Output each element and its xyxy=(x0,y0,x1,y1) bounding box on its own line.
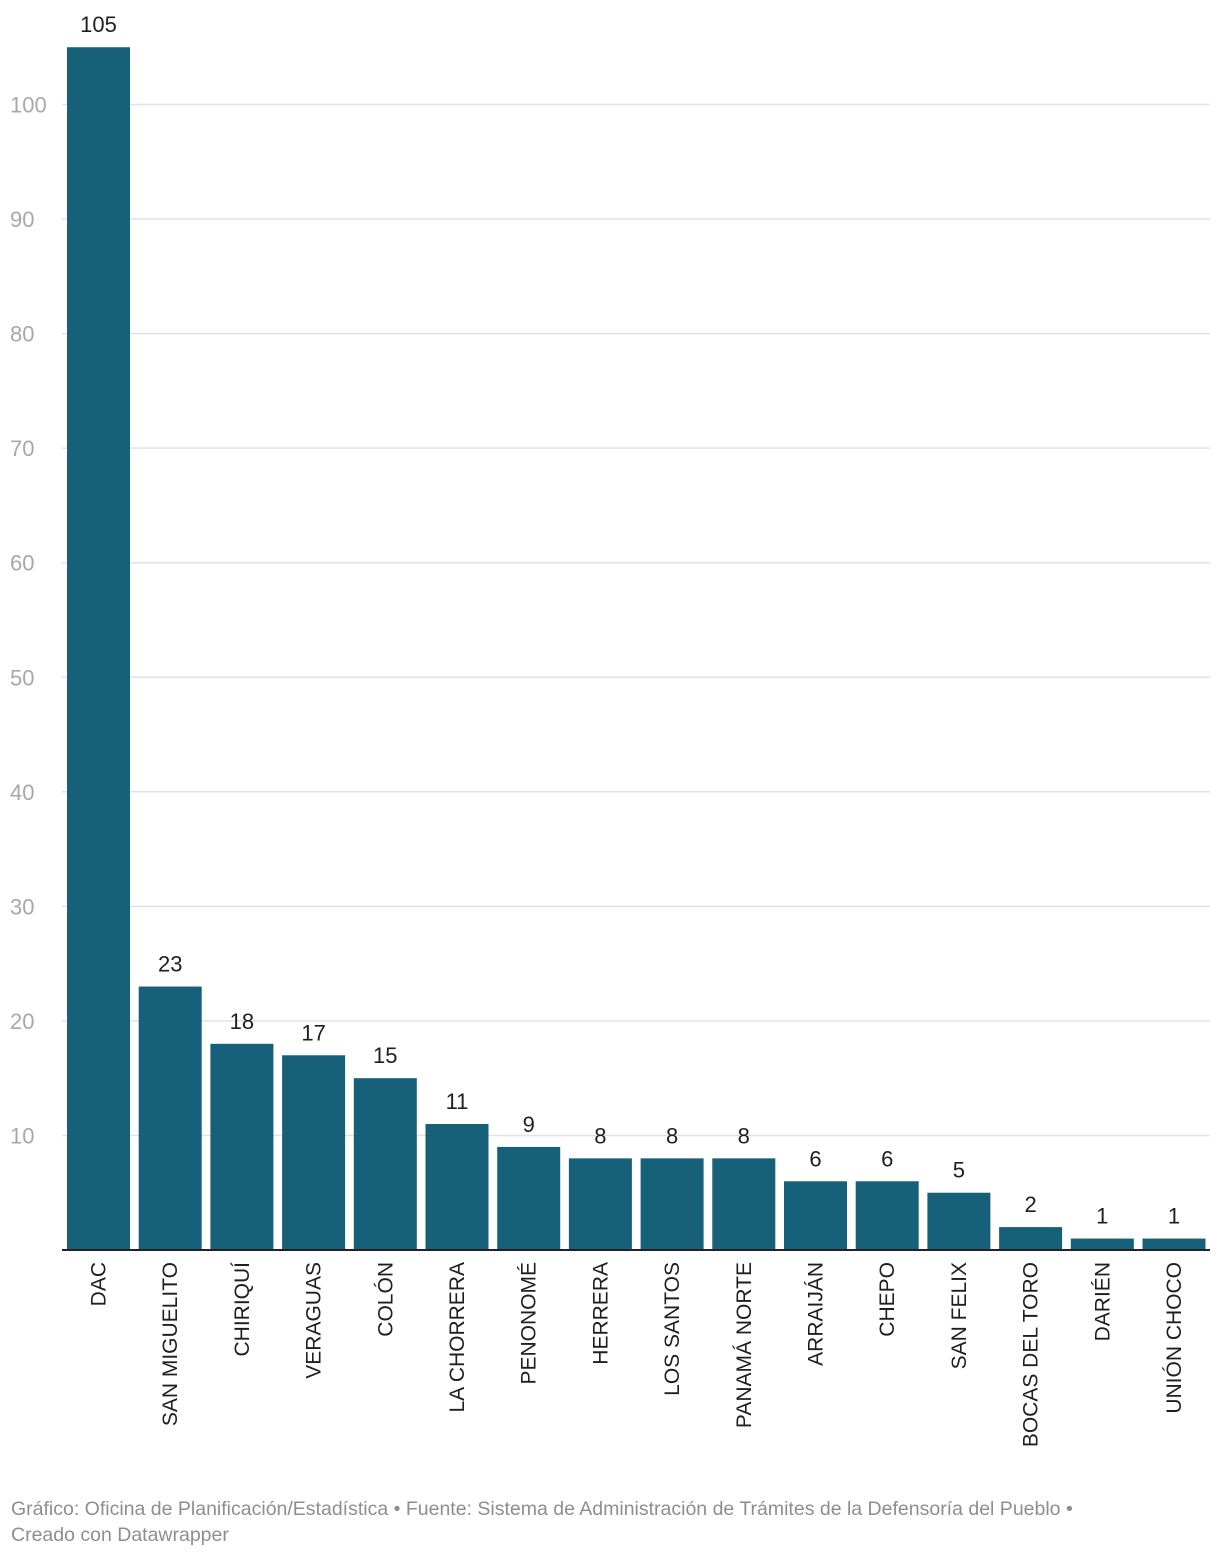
bar xyxy=(568,1158,632,1250)
y-tick-label: 30 xyxy=(10,894,34,919)
x-tick-label: PENONOMÉ xyxy=(518,1262,541,1385)
x-tick-label: DAC xyxy=(88,1262,111,1306)
value-label: 11 xyxy=(446,1089,469,1114)
value-label: 17 xyxy=(301,1020,325,1045)
bar xyxy=(210,1043,274,1250)
value-label: 9 xyxy=(523,1112,535,1137)
bar xyxy=(282,1055,346,1250)
y-tick-label: 20 xyxy=(10,1009,34,1034)
bar xyxy=(855,1181,919,1250)
value-label: 5 xyxy=(953,1158,965,1183)
bar xyxy=(353,1078,417,1250)
value-label: 23 xyxy=(158,952,182,977)
bar xyxy=(67,47,130,1251)
y-tick-label: 10 xyxy=(10,1123,34,1148)
bars xyxy=(67,47,1206,1251)
x-tick-label: UNIÓN CHOCO xyxy=(1163,1262,1186,1414)
bar xyxy=(784,1181,847,1250)
bar xyxy=(640,1158,704,1250)
chart-footer: Gráfico: Oficina de Planificación/Estadí… xyxy=(11,1496,1211,1548)
value-label: 8 xyxy=(666,1123,678,1148)
y-tick-label: 70 xyxy=(10,436,34,461)
bar xyxy=(712,1158,776,1250)
bar xyxy=(497,1146,561,1250)
y-tick-label: 90 xyxy=(10,207,34,232)
x-axis: DAC SAN MIGUELITO CHIRIQUÍ VERAGUAS COLÓN LA … xyxy=(88,1262,1187,1447)
x-tick-label: HERRERA xyxy=(589,1262,612,1365)
value-label: 15 xyxy=(373,1043,397,1068)
y-tick-label: 100 xyxy=(10,93,47,118)
x-tick-label: ARRAIJÁN xyxy=(805,1262,828,1366)
value-label: 105 xyxy=(80,12,117,37)
value-label: 6 xyxy=(881,1146,893,1171)
value-label: 1 xyxy=(1096,1204,1108,1229)
bar xyxy=(425,1123,489,1250)
value-label: 1 xyxy=(1168,1204,1180,1229)
x-tick-label: LOS SANTOS xyxy=(661,1262,684,1396)
y-tick-label: 50 xyxy=(10,665,34,690)
x-tick-label: SAN MIGUELITO xyxy=(159,1262,182,1426)
x-tick-label: DARIÉN xyxy=(1091,1262,1114,1341)
bar xyxy=(138,986,202,1250)
y-axis: 10 20 30 40 50 60 70 80 90 100 xyxy=(10,93,47,1149)
value-label: 8 xyxy=(738,1123,750,1148)
bar xyxy=(927,1192,991,1250)
x-tick-label: LA CHORRERA xyxy=(446,1262,469,1413)
footer-credits: Gráfico: Oficina de Planificación/Estadí… xyxy=(11,1498,1073,1520)
x-tick-label: VERAGUAS xyxy=(303,1262,326,1379)
x-tick-label: PANAMÁ NORTE xyxy=(733,1262,756,1428)
value-label: 18 xyxy=(230,1009,254,1034)
bar xyxy=(1142,1238,1206,1250)
x-tick-label: CHIRIQUÍ xyxy=(231,1262,254,1357)
x-tick-label: COLÓN xyxy=(374,1262,397,1337)
bar xyxy=(999,1227,1063,1250)
footer-created-with: Creado con Datawrapper xyxy=(11,1524,229,1546)
gridlines xyxy=(62,103,1210,1137)
x-tick-label: CHEPO xyxy=(876,1262,899,1337)
value-label: 8 xyxy=(594,1123,606,1148)
bar xyxy=(1070,1238,1134,1250)
value-label: 2 xyxy=(1024,1192,1036,1217)
y-tick-label: 40 xyxy=(10,780,34,805)
x-tick-label: BOCAS DEL TORO xyxy=(1020,1262,1043,1447)
y-tick-label: 80 xyxy=(10,322,34,347)
x-tick-label: SAN FELIX xyxy=(948,1262,971,1369)
value-label: 6 xyxy=(809,1146,821,1171)
y-tick-label: 60 xyxy=(10,551,34,576)
